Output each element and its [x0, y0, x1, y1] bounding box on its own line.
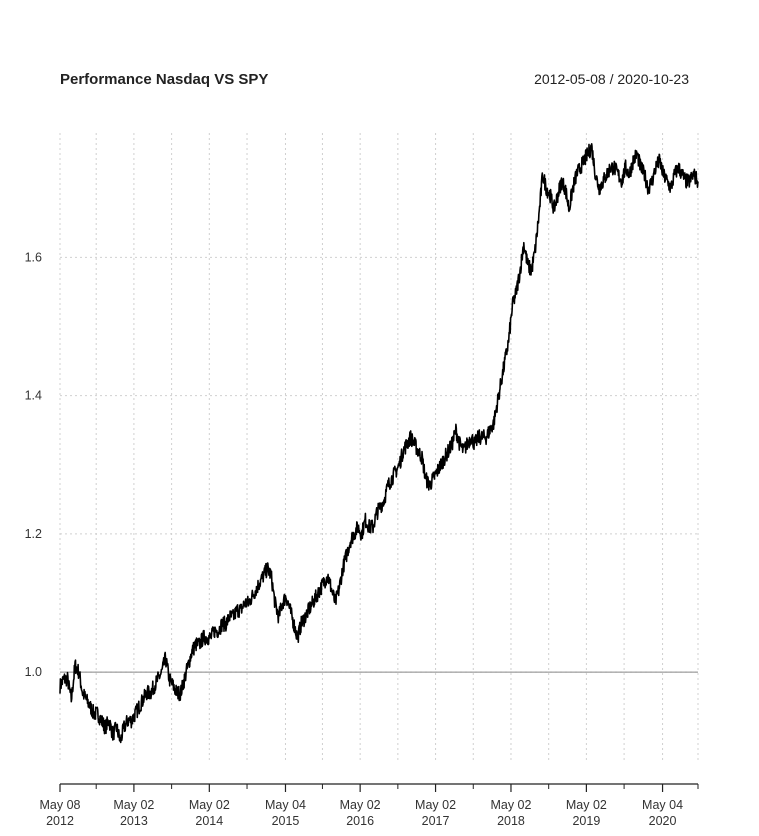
chart-title: Performance Nasdaq VS SPY	[60, 71, 268, 88]
x-tick-label-month: May 02	[566, 798, 607, 812]
y-tick-label: 1.0	[25, 665, 42, 679]
date-range: 2012-05-08 / 2020-10-23	[534, 71, 689, 87]
series-line	[59, 143, 699, 744]
x-tick-label-month: May 04	[642, 798, 683, 812]
x-tick-label-year: 2018	[497, 814, 525, 828]
axes: 1.0 1.2 1.4 1.6 May 08 2012 May 02 2013 May 02 20…	[25, 250, 699, 828]
y-tick-label: 1.2	[25, 527, 42, 541]
y-tick-label: 1.4	[25, 389, 42, 403]
x-tick-label-year: 2014	[195, 814, 223, 828]
x-tick-label-year: 2020	[649, 814, 677, 828]
x-tick-label-month: May 02	[113, 798, 154, 812]
series-layer	[59, 143, 699, 744]
y-tick-label: 1.6	[25, 250, 42, 264]
x-tick-label-month: May 04	[265, 798, 306, 812]
x-tick-label-month: May 02	[340, 798, 381, 812]
x-tick-label-year: 2017	[422, 814, 450, 828]
grid	[59, 133, 699, 762]
x-tick-label-month: May 02	[490, 798, 531, 812]
x-tick-label-year: 2012	[46, 814, 74, 828]
x-tick-label-year: 2013	[120, 814, 148, 828]
x-tick-label-year: 2015	[272, 814, 300, 828]
x-tick-label-year: 2016	[346, 814, 374, 828]
x-tick-label-month: May 08	[40, 798, 81, 812]
x-tick-label-year: 2019	[572, 814, 600, 828]
x-tick-label-month: May 02	[415, 798, 456, 812]
x-tick-label-month: May 02	[189, 798, 230, 812]
